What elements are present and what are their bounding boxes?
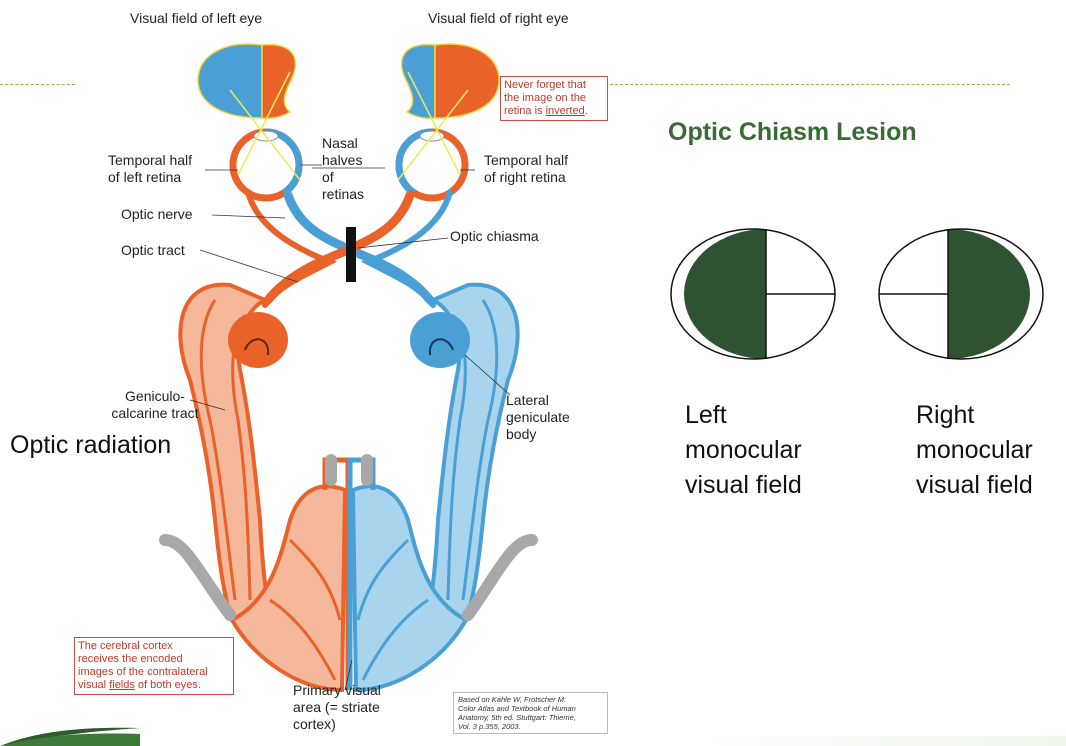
label-optic-nerve: Optic nerve bbox=[121, 206, 193, 222]
label-primary-visual-area: Primary visual area (= striate cortex) bbox=[293, 682, 381, 732]
caption-left-monocular: Left monocular visual field bbox=[685, 401, 802, 499]
citation-box: Based on Kahle W, Frotscher M: Color Atl… bbox=[453, 692, 608, 734]
note-inverted-image: Never forget that the image on the retin… bbox=[500, 76, 608, 121]
label-optic-radiation: Optic radiation bbox=[10, 431, 172, 459]
right-eye-visual-field bbox=[401, 43, 500, 120]
label-visual-field-left: Visual field of left eye bbox=[130, 10, 263, 26]
leader-lines bbox=[189, 164, 511, 691]
label-visual-field-right: Visual field of right eye bbox=[428, 10, 569, 26]
right-monocular-field-graphic bbox=[878, 228, 1044, 360]
decorative-bottom-gradient bbox=[700, 736, 1066, 746]
left-eyeball bbox=[229, 128, 303, 202]
light-rays bbox=[229, 71, 469, 181]
divider-right bbox=[610, 84, 1010, 85]
left-monocular-field-graphic bbox=[670, 228, 836, 360]
label-lateral-geniculate-body: Lateral geniculate body bbox=[506, 392, 570, 442]
panel-title: Optic Chiasm Lesion bbox=[668, 118, 917, 146]
cortex-edges bbox=[159, 454, 538, 621]
decorative-swoosh bbox=[0, 727, 140, 746]
label-geniculocalcarine-tract: Geniculo- calcarine tract bbox=[111, 388, 199, 421]
right-geniculocalcarine-tract bbox=[347, 282, 520, 693]
label-optic-chiasma: Optic chiasma bbox=[450, 228, 539, 244]
left-eye-visual-field bbox=[197, 43, 296, 120]
lesion-bar bbox=[346, 227, 356, 282]
label-temporal-left: Temporal half of left retina bbox=[108, 152, 193, 185]
note-cerebral-cortex: The cerebral cortex receives the encoded… bbox=[74, 637, 234, 695]
caption-right-monocular: Right monocular visual field bbox=[916, 401, 1033, 499]
label-temporal-right: Temporal half of right retina bbox=[484, 152, 569, 185]
label-nasal-halves: Nasal halves of retinas bbox=[322, 135, 365, 202]
left-geniculocalcarine-tract bbox=[178, 282, 351, 693]
label-optic-tract: Optic tract bbox=[121, 242, 185, 258]
divider-left bbox=[0, 84, 75, 85]
